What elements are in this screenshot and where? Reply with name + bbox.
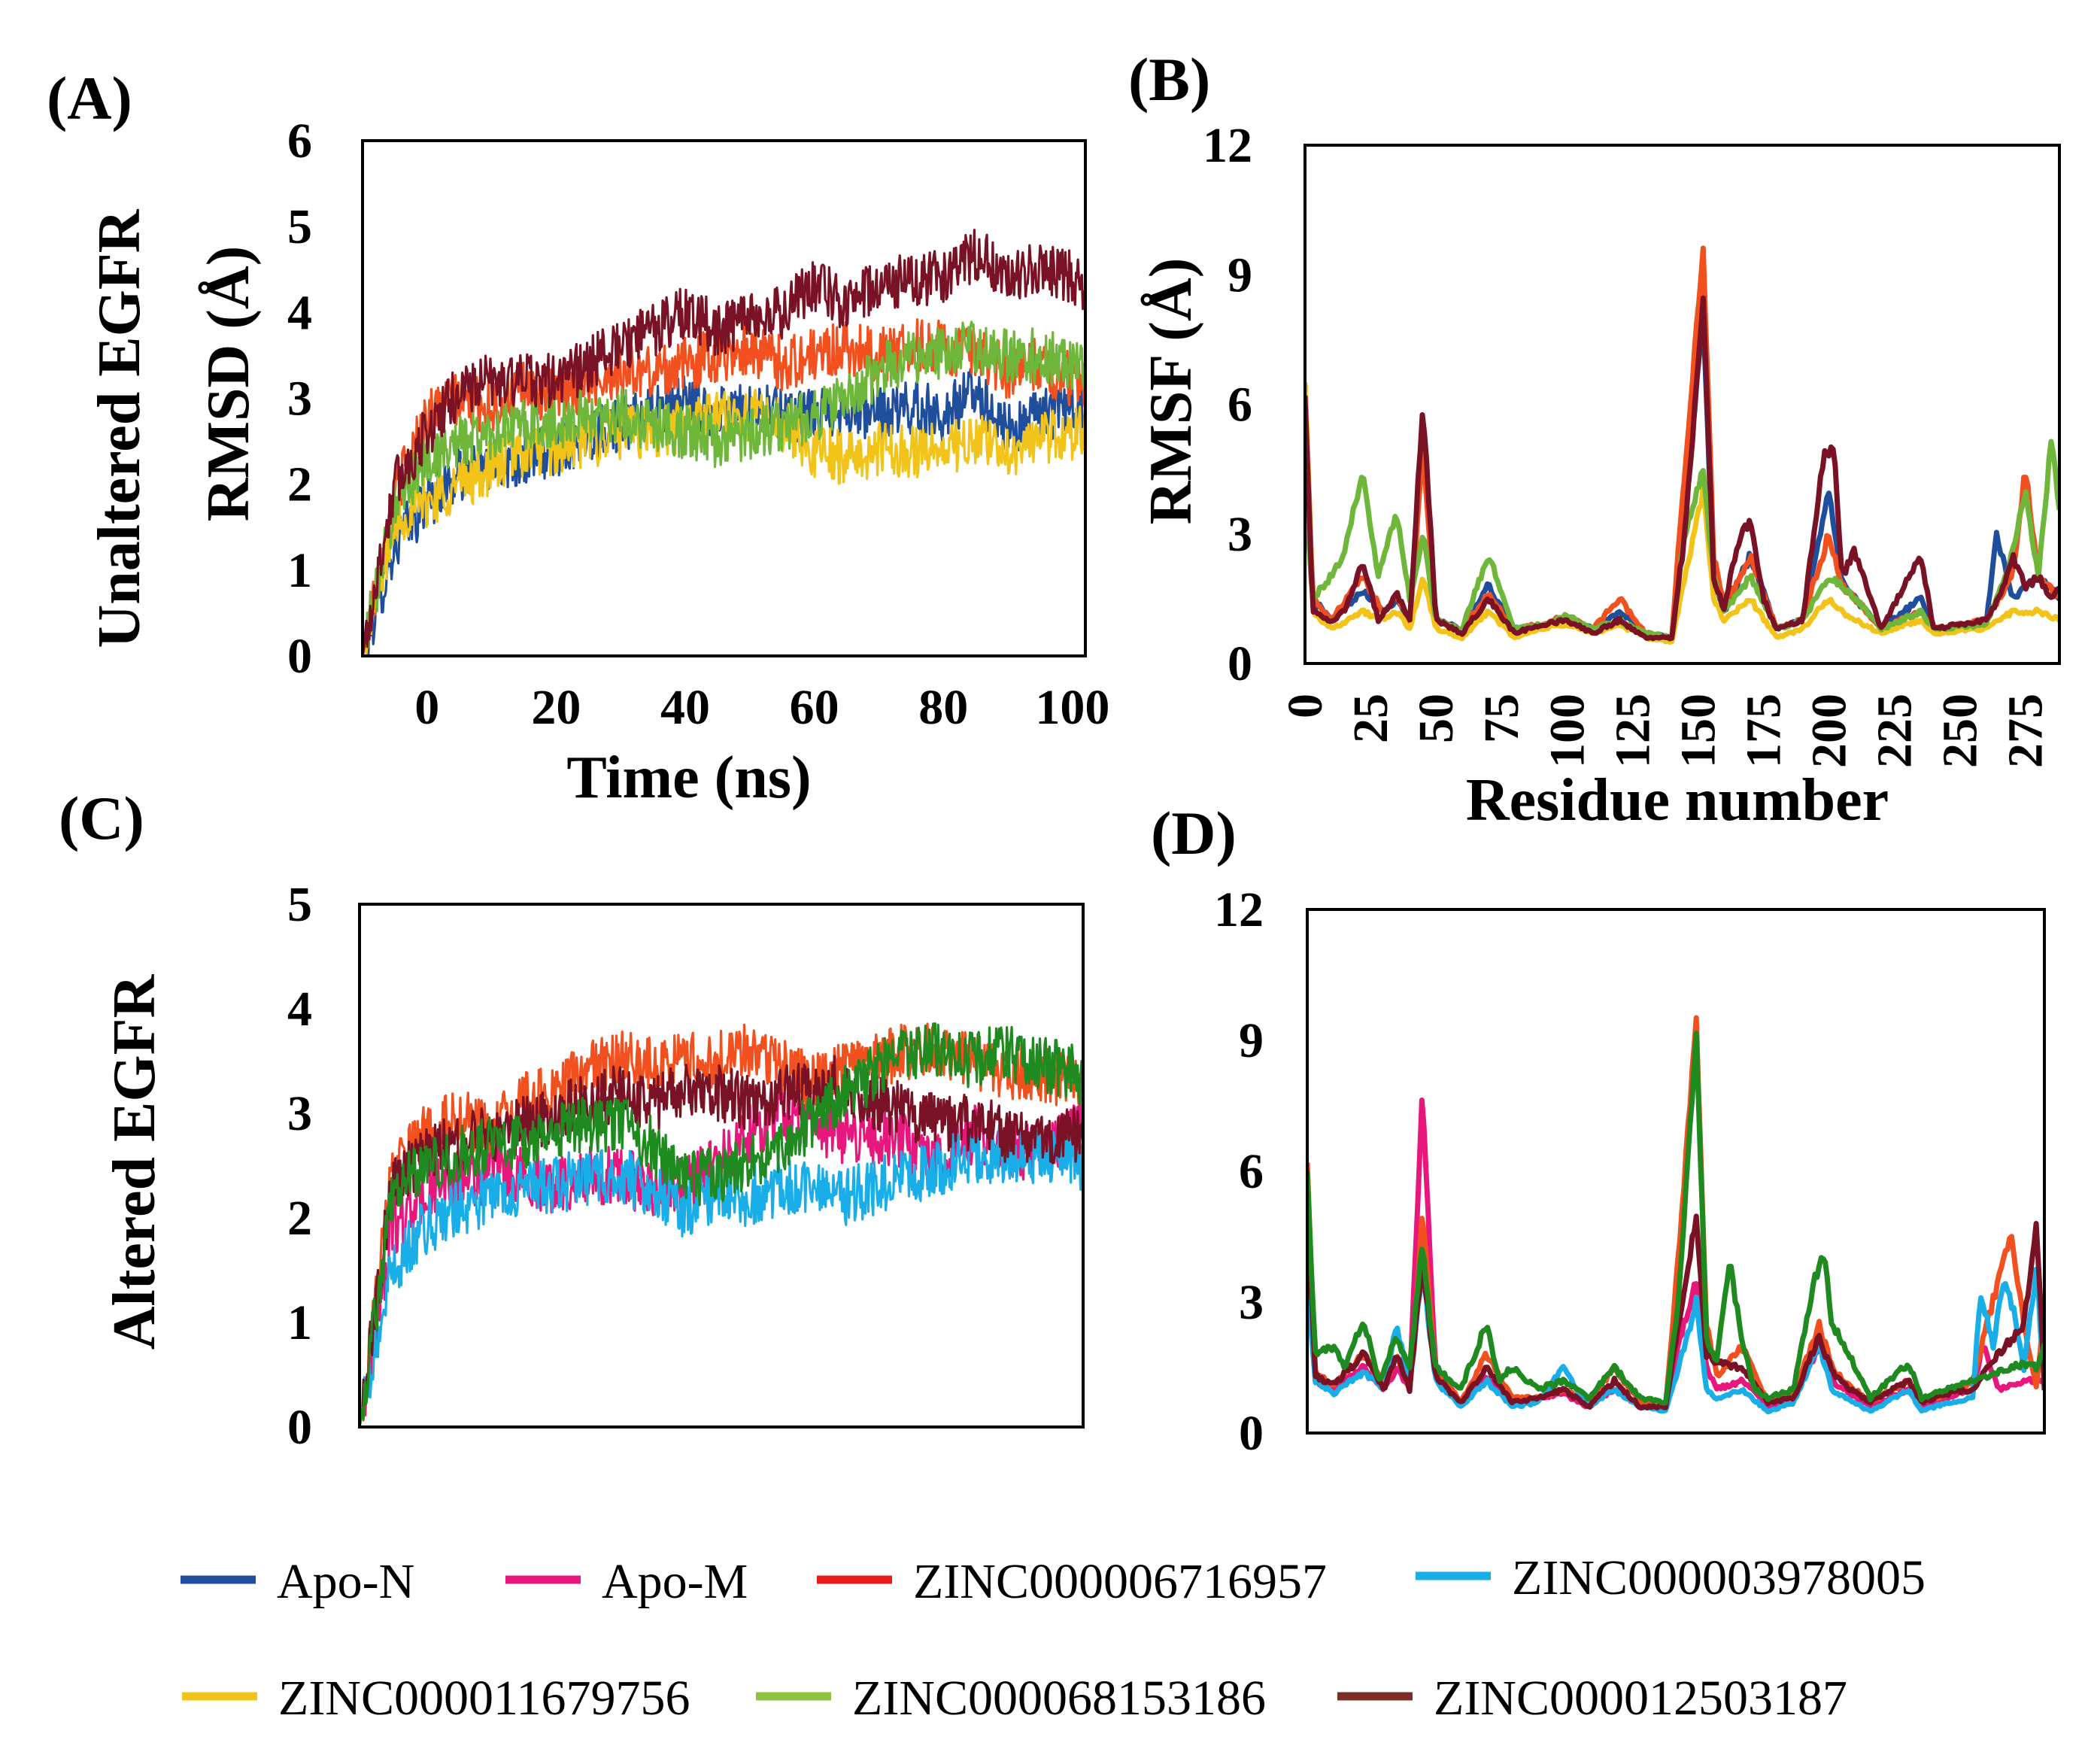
- y-tick-label: 12: [1203, 118, 1252, 173]
- x-tick-label: 75: [1474, 694, 1529, 743]
- panel-d-rmsf-altered: 0 3 6 9 12: [1214, 882, 2046, 1461]
- row-label-unaltered: Unaltered EGFR: [86, 208, 153, 648]
- x-tick-label: 175: [1736, 694, 1791, 768]
- series-line-zinc000011679756: [1305, 382, 2059, 645]
- plot-frame: [361, 139, 1087, 657]
- y-tick-label: 2: [287, 1191, 312, 1246]
- x-tick-label: 125: [1605, 694, 1660, 768]
- series-line-zinc000011679756: [363, 388, 1085, 656]
- y-tick-label: 6: [1228, 378, 1252, 433]
- legend-label: Apo-M: [602, 1554, 748, 1609]
- legend-label: ZINC000012503187: [1434, 1671, 1847, 1726]
- x-tick-label: 0: [1278, 694, 1333, 718]
- legend-label: ZINC000003978005: [1512, 1550, 1926, 1605]
- y-tick-label: 3: [287, 1086, 312, 1141]
- legend-item: ZINC000003978005: [1416, 1550, 1926, 1605]
- y-tick-label: 9: [1239, 1013, 1264, 1068]
- y-tick-label: 1: [287, 543, 312, 598]
- legend-label: Apo-N: [277, 1554, 414, 1609]
- series-line-zinc000012503187: [1305, 295, 2059, 642]
- a-ylabel: RMSD (Å): [196, 246, 262, 522]
- legend-label: ZINC000068153186: [852, 1671, 1266, 1726]
- series-line-zinc000068153186: [363, 320, 1085, 656]
- y-tick-label: 3: [1239, 1275, 1264, 1330]
- y-tick-label: 12: [1214, 882, 1264, 937]
- x-tick-label: 60: [790, 680, 839, 735]
- plot-frame: [1306, 908, 2046, 1435]
- y-tick-label: 6: [287, 114, 312, 169]
- x-tick-label: 100: [1035, 680, 1109, 735]
- y-tick-label: 9: [1228, 247, 1252, 302]
- y-tick-label: 0: [287, 1400, 312, 1455]
- y-tick-label: 6: [1239, 1144, 1264, 1199]
- x-tick-label: 250: [1933, 694, 1988, 768]
- legend-item: ZINC000006716957: [817, 1554, 1327, 1609]
- b-ylabel: RMSF (Å): [1138, 258, 1204, 525]
- x-tick-label: 200: [1802, 694, 1857, 768]
- legend-item: ZINC000011679756: [182, 1671, 690, 1726]
- a-xlabel: Time (ns): [566, 745, 811, 811]
- panel-c-rmsd-altered: 0 1 2 3 4 5: [287, 877, 1085, 1455]
- x-tick-label: 80: [918, 680, 968, 735]
- legend: Apo-N Apo-M ZINC000006716957 ZINC0000039780…: [181, 1550, 1926, 1726]
- series-line-zinc000012503187: [363, 229, 1085, 656]
- series-line-apo-n: [363, 368, 1085, 656]
- y-tick-label: 3: [287, 372, 312, 427]
- x-tick-label: 0: [414, 680, 439, 735]
- y-tick-label: 0: [1228, 636, 1252, 691]
- x-tick-label: 275: [1998, 694, 2053, 768]
- x-tick-label: 50: [1409, 694, 1464, 743]
- series-line-zinc000068153186: [360, 1022, 1083, 1427]
- legend-label: ZINC000006716957: [913, 1554, 1327, 1609]
- legend-label: ZINC000011679756: [278, 1671, 690, 1726]
- y-tick-label: 1: [287, 1295, 312, 1350]
- y-tick-label: 5: [287, 877, 312, 932]
- legend-item: ZINC000068153186: [756, 1671, 1266, 1726]
- y-tick-label: 0: [1239, 1406, 1264, 1461]
- x-tick-label: 150: [1671, 694, 1725, 768]
- y-tick-label: 2: [287, 457, 312, 512]
- y-tick-label: 5: [287, 199, 312, 254]
- x-tick-label: 25: [1343, 694, 1398, 743]
- b-xlabel: Residue number: [1466, 767, 1889, 833]
- plot-frame: [1303, 144, 2061, 665]
- series-line-zinc000068153186: [1307, 1031, 2044, 1406]
- x-tick-label: 100: [1540, 694, 1595, 768]
- x-tick-label: 40: [660, 680, 710, 735]
- legend-item: Apo-M: [505, 1554, 748, 1609]
- panel-label-d: (D): [1151, 799, 1237, 867]
- panel-label-b: (B): [1128, 45, 1210, 114]
- y-tick-label: 0: [287, 629, 312, 684]
- panel-label-a: (A): [47, 64, 132, 132]
- row-label-altered: Altered EGFR: [102, 974, 168, 1350]
- y-tick-label: 4: [287, 982, 312, 1037]
- y-tick-label: 4: [287, 285, 312, 340]
- y-tick-label: 3: [1228, 507, 1252, 562]
- panel-b-rmsf-unaltered: 0 3 6 9 12 0 25 50 75 100 125 150 175 200 225 250 275: [1203, 118, 2061, 768]
- x-tick-label: 225: [1868, 694, 1923, 768]
- series-line-zinc000006716957: [360, 1022, 1083, 1427]
- x-tick-label: 20: [531, 680, 581, 735]
- legend-item: Apo-N: [181, 1554, 414, 1609]
- plot-frame: [358, 903, 1085, 1429]
- legend-item: ZINC000012503187: [1337, 1671, 1847, 1726]
- panel-label-c: (C): [59, 784, 144, 852]
